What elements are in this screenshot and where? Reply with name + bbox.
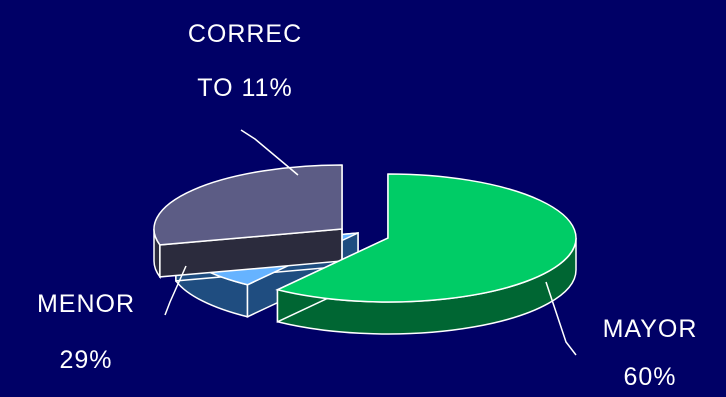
leader-line (545, 281, 577, 356)
label-menor: MENOR 29% (37, 265, 187, 374)
label-mayor: MAYOR 60% (545, 281, 698, 391)
label-correcto: CORREC TO 11% (188, 20, 302, 176)
slice-label-line: MAYOR (603, 315, 698, 343)
slice-top (275, 173, 577, 303)
slice-top (153, 164, 343, 246)
leader-line (240, 129, 299, 176)
slice-label-line: MENOR (37, 290, 135, 318)
slice-label-line: 29% (59, 346, 112, 374)
slice-label-line: CORREC (188, 20, 302, 48)
slice-label-line: 60% (623, 363, 676, 391)
slice-label-line: TO 11% (197, 74, 292, 102)
slice-mayor (275, 173, 577, 335)
slice-menor (153, 164, 343, 280)
leader-line (164, 265, 187, 316)
